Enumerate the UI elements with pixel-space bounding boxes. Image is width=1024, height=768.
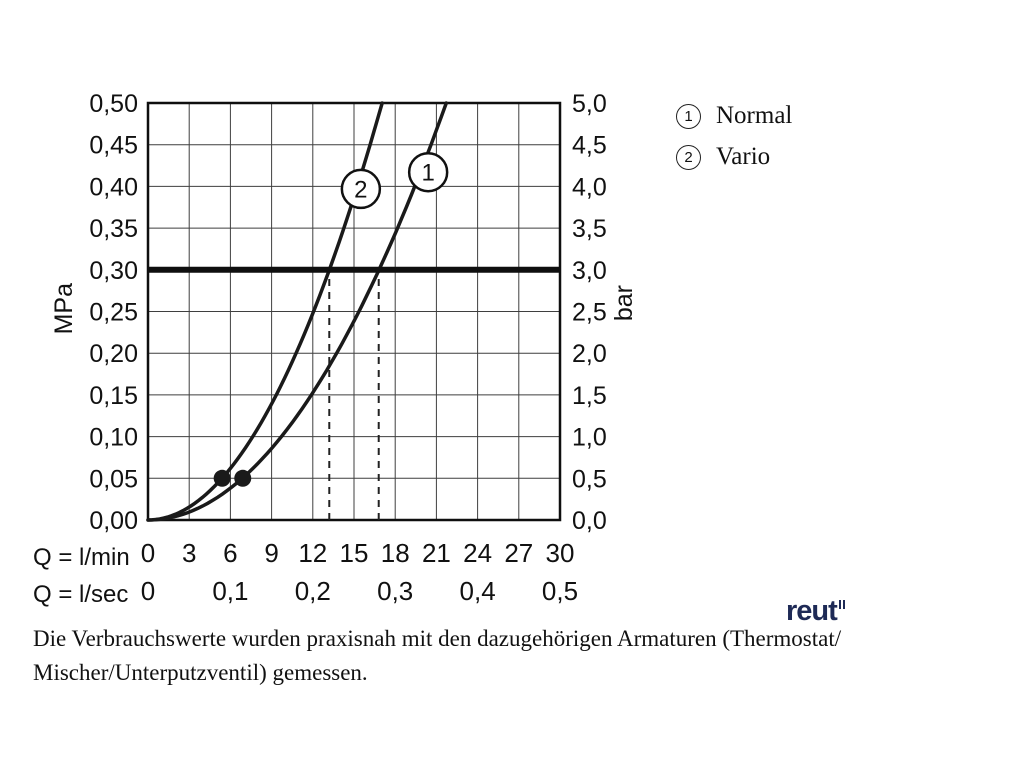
legend-item-normal: 1 Normal [676, 102, 793, 129]
y-axis-right-unit-label: bar [610, 285, 638, 322]
x2-tick-label: 0,3 [377, 576, 413, 606]
curve-label-number-1: 1 [421, 160, 434, 187]
x-tick-label: 3 [182, 538, 196, 568]
legend-item-vario: 2 Vario [676, 143, 792, 170]
y-axis-left-unit-label: MPa [50, 283, 78, 335]
legend-symbol-1-icon: 1 [676, 103, 701, 129]
y-right-tick-label: 4,0 [572, 173, 607, 201]
y-right-tick-label: 3,0 [572, 257, 607, 285]
curve-vario [146, 101, 384, 522]
footer-note: Die Verbrauchswerte wurden praxisnah mit… [33, 622, 841, 690]
x-tick-label: 9 [264, 538, 278, 568]
marker-dot-vario [213, 469, 231, 487]
x-tick-label: 30 [546, 538, 575, 568]
x2-tick-label: 0,5 [542, 576, 578, 606]
x2-tick-label: 0,1 [212, 576, 248, 606]
y-left-tick-label: 0,10 [89, 424, 138, 452]
marker-dot-normal [234, 469, 252, 487]
x-tick-label: 18 [381, 538, 410, 568]
x-tick-label: 12 [298, 538, 327, 568]
footer-note-line2: Mischer/Unterputzventil) gemessen. [33, 660, 368, 685]
y-left-tick-label: 0,15 [89, 382, 138, 410]
y-right-tick-label: 0,5 [572, 465, 607, 493]
x-tick-label: 27 [504, 538, 533, 568]
y-left-tick-label: 0,00 [89, 507, 138, 535]
y-right-tick-label: 1,0 [572, 424, 607, 452]
y-left-tick-label: 0,50 [89, 90, 138, 118]
curve-label-number-2: 2 [354, 176, 367, 203]
y-right-tick-label: 4,5 [572, 132, 607, 160]
y-right-tick-label: 0,0 [572, 507, 607, 535]
footer-note-line1: Die Verbrauchswerte wurden praxisnah mit… [33, 626, 842, 651]
y-left-tick-label: 0,30 [89, 257, 138, 285]
x-axis-lmin-caption: Q = l/min [33, 544, 130, 571]
x2-tick-label: 0,4 [460, 576, 496, 606]
legend: 1 Normal 2 Vario [676, 102, 793, 185]
legend-label-normal: Normal [716, 102, 793, 129]
plot-border [146, 101, 562, 522]
x-tick-label: 21 [422, 538, 451, 568]
logo-mark-icon [838, 600, 845, 610]
y-left-tick-label: 0,40 [89, 173, 138, 201]
curve-label-circle-2 [340, 168, 382, 210]
legend-symbol-2-icon: 2 [676, 144, 701, 170]
y-left-tick-label: 0,45 [89, 132, 138, 160]
y-right-tick-label: 2,0 [572, 340, 607, 368]
x-tick-label: 6 [223, 538, 237, 568]
x2-tick-label: 0 [141, 576, 155, 606]
curve-normal [146, 101, 449, 522]
x-tick-label: 24 [463, 538, 492, 568]
y-right-tick-label: 3,5 [572, 215, 607, 243]
x-axis-lsec-caption: Q = l/sec [33, 581, 129, 608]
curve-label-circle-1 [407, 151, 449, 193]
reuter-logo: reut [786, 595, 845, 628]
legend-label-vario: Vario [716, 143, 771, 170]
y-left-tick-label: 0,20 [89, 340, 138, 368]
y-right-tick-label: 1,5 [572, 382, 607, 410]
x-tick-label: 0 [141, 538, 155, 568]
y-right-tick-label: 5,0 [572, 90, 607, 118]
y-left-tick-label: 0,35 [89, 215, 138, 243]
y-right-tick-label: 2,5 [572, 299, 607, 327]
y-left-tick-label: 0,05 [89, 465, 138, 493]
x-tick-label: 15 [340, 538, 369, 568]
y-left-tick-label: 0,25 [89, 299, 138, 327]
logo-text: reut [786, 595, 838, 627]
x2-tick-label: 0,2 [295, 576, 331, 606]
